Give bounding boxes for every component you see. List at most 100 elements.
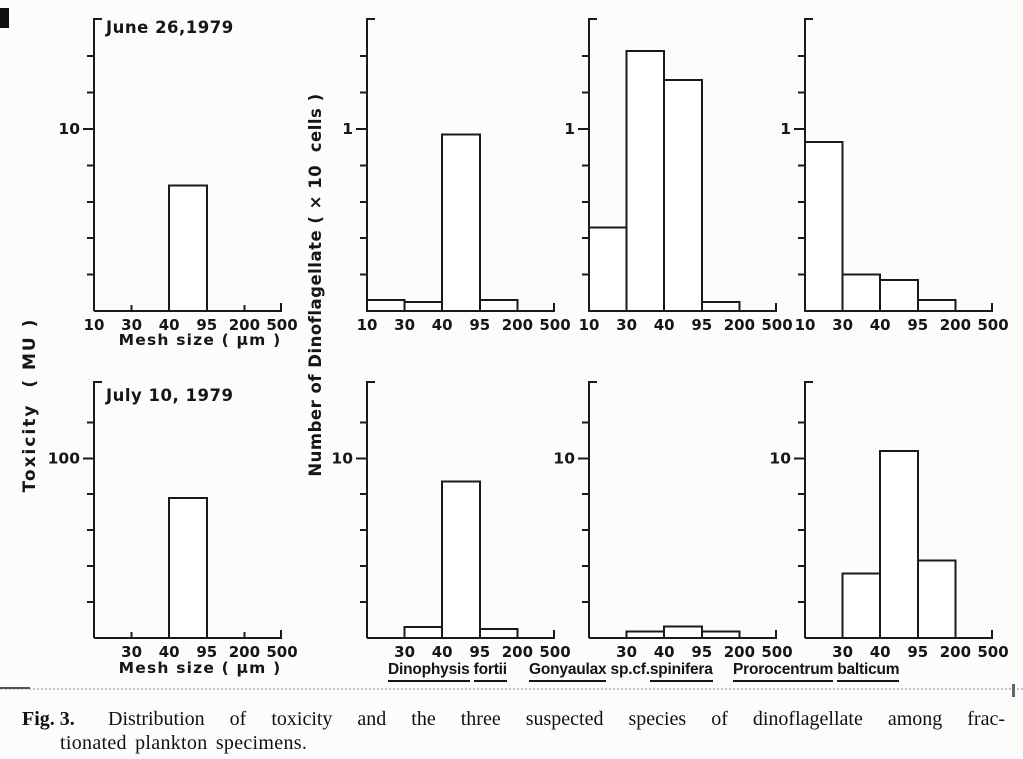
toxicity-jul10-x-tick-label-40: 40 <box>159 643 180 661</box>
dinophysis-jun26-bar-40-95 <box>441 133 481 312</box>
gonyaulax-jul10-x-tick-label-500: 500 <box>761 643 792 661</box>
dinophysis-jun26-x-tick-label-30: 30 <box>394 316 415 334</box>
toxicity-jun26-x-tick-label-10: 10 <box>84 316 105 334</box>
dinophysis-jul10-bar-95-200 <box>478 628 519 639</box>
prorocentrum-jul10-panel: 10 30 40 95 200 500 <box>769 381 1009 661</box>
dinophysis-jun26-x-tick-label-95: 95 <box>469 316 490 334</box>
gonyaulax-jul10-x-tick-label-200: 200 <box>724 643 755 661</box>
toxicity-jun26-panel: 10 10 30 40 95 200 500 <box>58 18 298 334</box>
dinophysis-jul10-x-tick-label-200: 200 <box>502 643 533 661</box>
dinophysis-jun26-x-tick-label-200: 200 <box>502 316 533 334</box>
prorocentrum-jun26-bar-95-200 <box>916 299 957 313</box>
prorocentrum-jul10-x-tick-label-500: 500 <box>977 643 1008 661</box>
toxicity-jul10-x-tick-label-30: 30 <box>121 643 142 661</box>
x-axis-label-mesh-size-bottom: Mesh size ( μm ) <box>118 659 282 677</box>
prorocentrum-jun26-x-tick-label-95: 95 <box>907 316 928 334</box>
gonyaulax-jul10-panel: 10 30 40 95 200 500 <box>553 381 793 661</box>
gonyaulax-jun26-x-tick-label-40: 40 <box>654 316 675 334</box>
x-axis-label-mesh-size-top: Mesh size ( μm ) <box>118 331 282 349</box>
prorocentrum-jul10-x-tick-label-30: 30 <box>832 643 853 661</box>
species-word: sp.cf. <box>606 661 650 678</box>
prorocentrum-jul10-y-major-label: 10 <box>769 449 791 467</box>
gonyaulax-jun26-y-major-label: 1 <box>564 120 575 138</box>
gonyaulax-jun26-bar-40-95 <box>663 78 703 312</box>
dinophysis-jun26-y-major-label: 1 <box>342 120 353 138</box>
gonyaulax-jul10-x-tick-label-30: 30 <box>616 643 637 661</box>
toxicity-jul10-x-tick-label-200: 200 <box>229 643 260 661</box>
prorocentrum-jul10-bar-95-200 <box>916 559 957 639</box>
gonyaulax-jun26-panel: 1 10 30 40 95 200 500 <box>564 18 793 334</box>
dinophysis-jun26-x-tick-label-10: 10 <box>357 316 378 334</box>
species-word: fortii <box>473 661 507 682</box>
gonyaulax-jun26-x-tick-label-500: 500 <box>761 316 792 334</box>
gonyaulax-jun26-bar-30-40 <box>625 49 666 313</box>
species-word: Gonyaulax <box>529 661 607 682</box>
toxicity-jun26-x-tick-label-200: 200 <box>229 316 260 334</box>
caption-line2: tionated plankton specimens. <box>60 732 308 754</box>
gonyaulax-jun26-x-tick-label-30: 30 <box>616 316 637 334</box>
gonyaulax-jun26-bar-10-30 <box>588 226 628 313</box>
prorocentrum-jun26-bar-40-95 <box>879 279 919 312</box>
caption-fig-label: Fig. 3. <box>22 708 75 730</box>
species-word: Prorocentrum <box>733 661 833 682</box>
toxicity-jul10-x-tick-label-500: 500 <box>266 643 297 661</box>
rule-left-dash <box>0 687 30 689</box>
dinophysis-jul10-x-tick-label-30: 30 <box>394 643 415 661</box>
caption-line1: Distribution of toxicity and the three s… <box>108 708 1005 730</box>
toxicity-jun26-bar-40-95 <box>168 184 208 312</box>
figure-bottom-rule <box>0 688 1023 690</box>
prorocentrum-jul10-x-tick-label-40: 40 <box>870 643 891 661</box>
dinophysis-jul10-panel: 10 30 40 95 200 500 <box>331 381 571 661</box>
toxicity-jul10-bar-40-95 <box>168 496 208 640</box>
dinophysis-jul10-x-tick-label-40: 40 <box>432 643 453 661</box>
dinophysis-jul10-x-tick-label-500: 500 <box>539 643 570 661</box>
prorocentrum-jul10-x-tick-label-95: 95 <box>907 643 928 661</box>
dinophysis-jun26-bar-95-200 <box>478 299 519 313</box>
species-word: balticum <box>837 661 900 682</box>
dinophysis-jun26-bar-10-30 <box>366 299 406 313</box>
toxicity-jun26-x-tick-label-500: 500 <box>266 316 297 334</box>
rule-right-dash <box>1012 684 1015 697</box>
toxicity-jun26-x-tick-label-30: 30 <box>121 316 142 334</box>
gonyaulax-jul10-x-tick-label-95: 95 <box>691 643 712 661</box>
dinophysis-jul10-y-major-label: 10 <box>331 449 353 467</box>
toxicity-jun26-y-major-label: 10 <box>58 120 80 138</box>
prorocentrum-jun26-bar-10-30 <box>804 140 844 312</box>
gonyaulax-jun26-x-tick-label-200: 200 <box>724 316 755 334</box>
prorocentrum-jun26-panel: 1 10 30 40 95 200 500 <box>780 18 1009 334</box>
species-word: spinifera <box>649 661 713 682</box>
prorocentrum-jul10-x-tick-label-200: 200 <box>940 643 971 661</box>
gonyaulax-jul10-y-major-label: 10 <box>553 449 575 467</box>
gonyaulax-jun26-x-tick-label-10: 10 <box>579 316 600 334</box>
prorocentrum-jul10-bar-30-40 <box>841 572 882 640</box>
prorocentrum-jun26-x-tick-label-10: 10 <box>795 316 816 334</box>
dinophysis-jun26-bar-30-40 <box>403 300 444 313</box>
date-label-july: July 10, 1979 <box>106 386 234 405</box>
species-label-dinophysis-fortii: Dinophysis fortii <box>388 661 507 682</box>
toxicity-jul10-y-major-label: 100 <box>48 449 81 467</box>
prorocentrum-jun26-x-tick-label-30: 30 <box>832 316 853 334</box>
toxicity-jun26-x-tick-label-40: 40 <box>159 316 180 334</box>
species-label-gonyaulax-spinifera: Gonyaulax sp.cf.spinifera <box>529 661 713 682</box>
dinophysis-jul10-bar-40-95 <box>441 480 481 639</box>
gonyaulax-jul10-bar-40-95 <box>663 625 703 639</box>
species-word: Dinophysis <box>388 661 470 682</box>
prorocentrum-jun26-bar-30-40 <box>841 273 882 312</box>
species-label-prorocentrum-balticum: Prorocentrum balticum <box>733 661 900 682</box>
dinophysis-jul10-bar-30-40 <box>403 626 444 639</box>
dinophysis-jul10-x-tick-label-95: 95 <box>469 643 490 661</box>
scan-mark-top-left <box>0 8 9 28</box>
dinophysis-jun26-x-tick-label-500: 500 <box>539 316 570 334</box>
gonyaulax-jun26-bar-95-200 <box>700 300 741 313</box>
toxicity-jul10-x-tick-label-95: 95 <box>196 643 217 661</box>
prorocentrum-jun26-x-tick-label-40: 40 <box>870 316 891 334</box>
dinophysis-jun26-panel: 1 10 30 40 95 200 500 <box>342 18 571 334</box>
dinophysis-jun26-x-tick-label-40: 40 <box>432 316 453 334</box>
date-label-june: June 26,1979 <box>106 18 234 37</box>
gonyaulax-jul10-bar-95-200 <box>700 630 741 639</box>
gonyaulax-jul10-x-tick-label-40: 40 <box>654 643 675 661</box>
prorocentrum-jul10-bar-40-95 <box>879 450 919 639</box>
gonyaulax-jul10-bar-30-40 <box>625 630 666 639</box>
toxicity-jun26-x-tick-label-95: 95 <box>196 316 217 334</box>
